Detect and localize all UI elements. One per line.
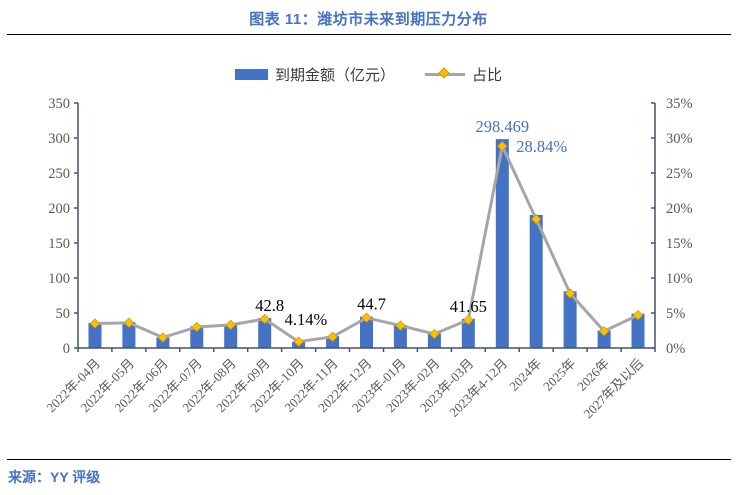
title-separator-line <box>7 34 731 35</box>
left-axis-tick-label: 200 <box>48 201 70 217</box>
line-marker <box>429 328 440 340</box>
line-marker <box>89 318 101 329</box>
line-series-swatch <box>425 67 465 79</box>
line-marker <box>531 214 542 225</box>
left-axis-tick-label: 150 <box>48 236 70 252</box>
source-attribution: 来源：YY 评级 <box>8 469 101 485</box>
line-marker <box>293 336 304 347</box>
bar-series-swatch <box>234 68 268 80</box>
line-marker <box>327 331 338 342</box>
bar-data-label: 42.8 <box>255 296 284 315</box>
line-marker <box>564 288 576 299</box>
line-marker <box>463 314 474 326</box>
page-title: 图表 11：潍坊市未来到期压力分布 <box>249 11 488 28</box>
right-axis-tick-label: 25% <box>666 166 693 182</box>
diamond-marker-icon <box>438 67 450 79</box>
combo-chart-canvas: 0 50 100 150 200 250 300 350 0% 5% 10% 15% 20% 25% 30%… <box>43 96 693 422</box>
bar <box>597 330 611 348</box>
left-axis-tick-label: 250 <box>48 166 70 182</box>
line-data-label: 28.84% <box>516 137 567 156</box>
bar <box>326 336 340 348</box>
right-axis-tick-label: 15% <box>666 236 693 252</box>
right-axis-tick-label: 0% <box>666 341 685 357</box>
bar <box>495 139 509 348</box>
legend-item-amount: 到期金额（亿元） <box>234 64 395 85</box>
x-axis-category-label: 2027年及以后 <box>580 356 646 422</box>
right-axis-tick-label: 5% <box>666 306 685 322</box>
line-marker <box>632 309 644 321</box>
bar <box>190 326 204 348</box>
line-marker <box>598 326 610 337</box>
line-marker <box>497 140 508 152</box>
line-marker <box>395 320 406 331</box>
bar-data-label: 44.7 <box>357 295 386 314</box>
bar <box>156 337 170 348</box>
left-axis-tick-label: 350 <box>48 96 70 112</box>
left-axis-tick-label: 100 <box>48 271 70 287</box>
legend-label-amount: 到期金额（亿元） <box>274 67 395 84</box>
right-axis-tick-label: 30% <box>666 131 693 147</box>
line-marker <box>191 321 202 333</box>
left-axis-tick-label: 0 <box>63 341 70 357</box>
line-data-label: 4.14% <box>285 310 328 329</box>
line-marker <box>259 313 270 325</box>
bar <box>631 313 645 348</box>
left-axis-tick-label: 300 <box>48 131 70 147</box>
bar <box>393 324 407 348</box>
bar <box>461 318 475 348</box>
bar <box>258 318 272 348</box>
right-axis-tick-label: 35% <box>666 96 693 112</box>
line-marker <box>361 312 372 323</box>
bar-data-label: 41.65 <box>450 297 487 316</box>
bar <box>563 291 577 348</box>
line-marker <box>157 332 169 343</box>
x-axis-category-label: 2025年 <box>540 356 578 394</box>
chart-legend: 到期金额（亿元） 占比 <box>0 64 737 84</box>
legend-item-ratio: 占比 <box>425 64 502 85</box>
legend-label-ratio: 占比 <box>472 67 503 84</box>
footer-separator-line <box>7 459 731 460</box>
right-axis-tick-label: 20% <box>666 201 693 217</box>
line-marker <box>225 319 236 331</box>
left-axis-tick-label: 50 <box>56 306 71 322</box>
bar-data-label: 298.469 <box>475 117 529 136</box>
bar <box>88 322 102 348</box>
bar <box>224 324 238 348</box>
bar <box>529 215 543 348</box>
right-axis-tick-label: 10% <box>666 271 693 287</box>
bar <box>122 322 136 348</box>
x-axis-category-label: 2024年 <box>506 356 544 394</box>
bar <box>360 316 373 348</box>
bar <box>427 333 441 348</box>
line-marker <box>123 317 135 328</box>
